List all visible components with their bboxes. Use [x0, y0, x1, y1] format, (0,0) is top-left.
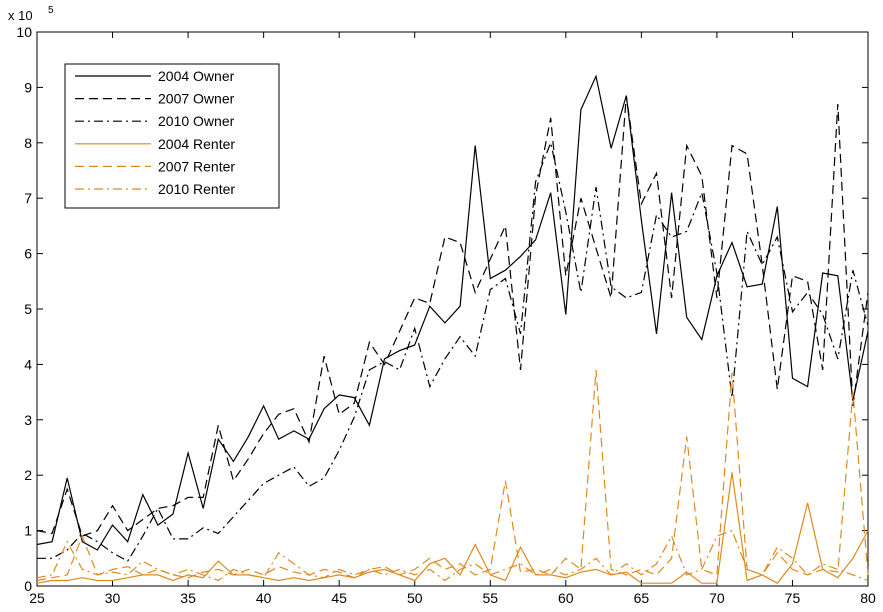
x-tick-label: 40: [256, 590, 272, 606]
x-tick-label: 65: [634, 590, 650, 606]
series-line: [36, 95, 869, 537]
legend-label: 2010 Owner: [158, 113, 235, 129]
x-tick-label: 80: [860, 590, 876, 606]
y-tick-label: 3: [24, 412, 32, 428]
y-tick-label: 9: [24, 79, 32, 95]
y-tick-label: 1: [24, 523, 32, 539]
x-tick-label: 75: [785, 590, 801, 606]
legend-label: 2010 Renter: [158, 181, 235, 197]
legend-label: 2004 Owner: [158, 68, 235, 84]
x-tick-label: 45: [331, 590, 347, 606]
y-scale-base: x 10: [8, 8, 33, 23]
y-tick-label: 7: [24, 190, 32, 206]
legend-label: 2004 Renter: [158, 136, 235, 152]
x-tick-label: 35: [180, 590, 196, 606]
y-tick-label: 5: [24, 301, 32, 317]
legend-label: 2007 Renter: [158, 158, 235, 174]
x-tick-label: 55: [482, 590, 498, 606]
y-tick-label: 10: [16, 24, 32, 40]
y-tick-label: 4: [24, 356, 32, 372]
legend-box: [64, 63, 280, 209]
y-tick-label: 6: [24, 246, 32, 262]
y-tick-label: 8: [24, 135, 32, 151]
x-tick-label: 25: [29, 590, 45, 606]
y-tick-label: 2: [24, 467, 32, 483]
y-scale-exponent: 5: [48, 5, 54, 16]
legend: 2004 Owner 2007 Owner 2010 Owner 2004 Rente…: [64, 63, 280, 209]
x-tick-label: 50: [407, 590, 423, 606]
series-line: [37, 140, 869, 562]
x-tick-label: 70: [709, 590, 725, 606]
legend-label: 2007 Owner: [158, 91, 235, 107]
y-tick-label: 0: [24, 578, 32, 594]
series-line: [36, 369, 869, 582]
x-tick-label: 60: [558, 590, 574, 606]
plot: [36, 31, 869, 587]
x-tick-label: 30: [105, 590, 121, 606]
